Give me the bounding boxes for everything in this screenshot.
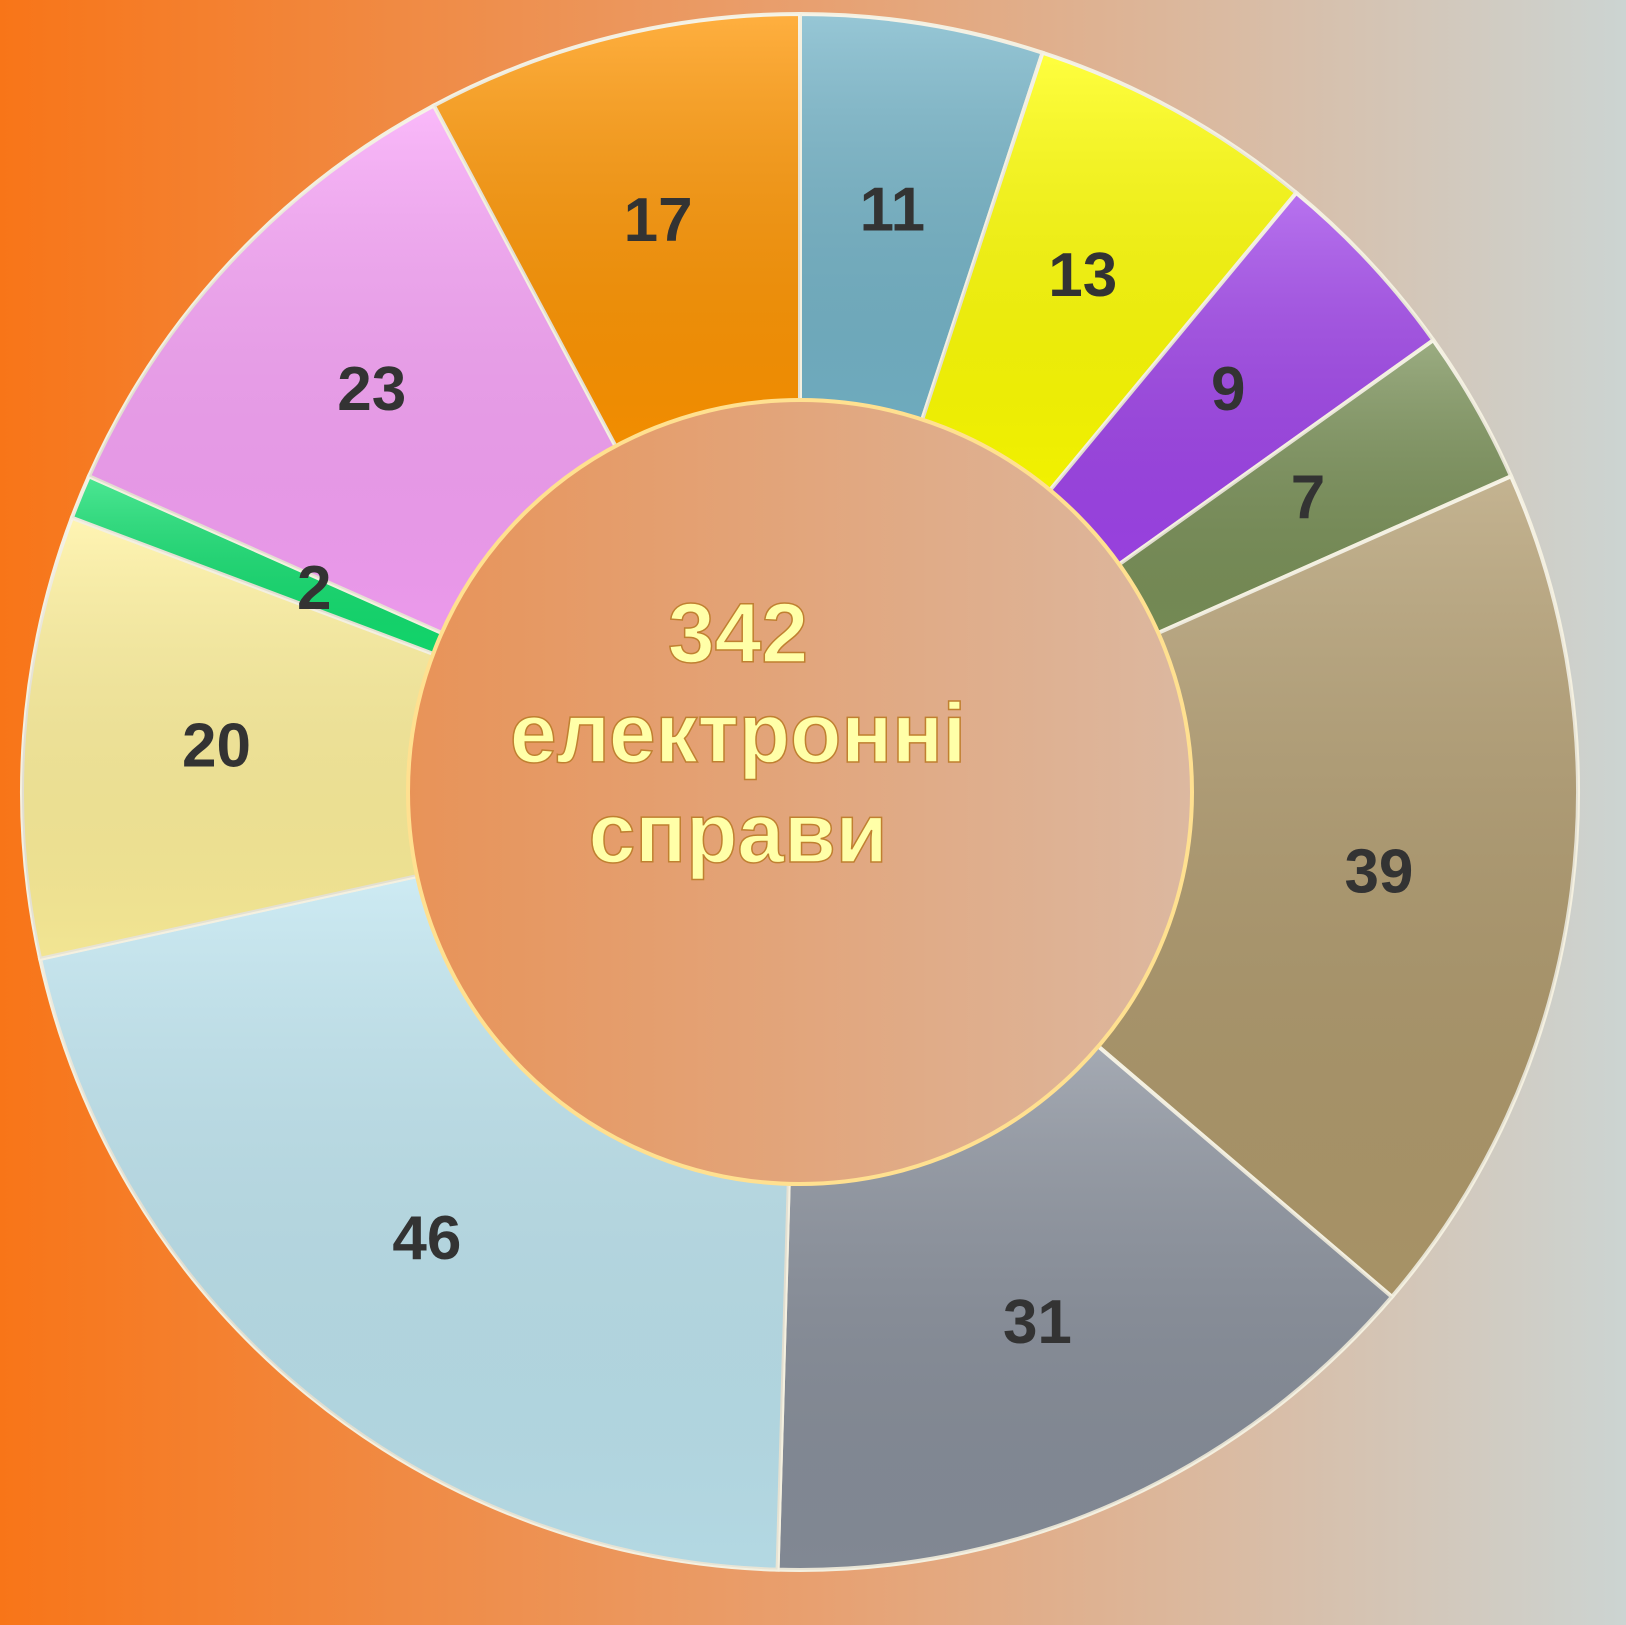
- slice-shade: [21, 517, 443, 959]
- slice-shade: [1090, 476, 1578, 1297]
- donut-hole: [406, 398, 1194, 1186]
- slice-shade: [40, 873, 789, 1570]
- data-label: 2: [297, 554, 331, 623]
- slice-shade: [433, 14, 800, 455]
- data-label: 11: [860, 176, 926, 245]
- center-text: справи: [589, 786, 888, 880]
- data-label: 7: [1291, 463, 1325, 532]
- data-label: 17: [624, 186, 693, 255]
- data-label: 31: [1003, 1288, 1072, 1357]
- slice-shade: [88, 105, 621, 637]
- data-label: 9: [1211, 355, 1245, 424]
- slice-shade: [1043, 192, 1434, 571]
- data-label: 39: [1344, 837, 1413, 906]
- slice-shade: [777, 1039, 1392, 1570]
- data-label: 20: [182, 711, 251, 780]
- slice-shade: [71, 476, 451, 658]
- data-label: 46: [392, 1204, 461, 1273]
- slice-shade: [1110, 340, 1512, 637]
- center-text: 342: [668, 586, 808, 680]
- slice-shade: [800, 14, 1043, 430]
- slice-shade: [919, 52, 1297, 498]
- center-text: електронні: [510, 686, 966, 780]
- data-label: 23: [337, 355, 406, 424]
- data-label: 13: [1048, 241, 1117, 310]
